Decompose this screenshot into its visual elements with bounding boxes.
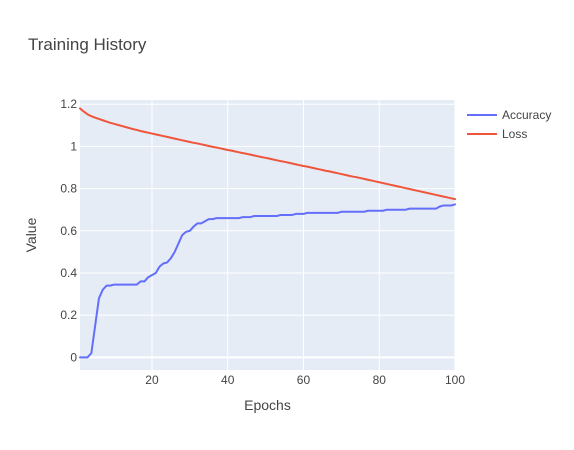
series-lines (79, 107, 456, 359)
y-tick-label: 0.2 (60, 308, 77, 322)
y-tick-label: 0 (70, 350, 77, 364)
legend-loss-label[interactable]: Loss (502, 127, 527, 141)
y-tick-label: 0.6 (60, 224, 77, 238)
x-tick-label: 100 (445, 373, 465, 387)
gridlines (80, 100, 456, 370)
series-line-accuracy (79, 203, 456, 359)
plot-area (80, 100, 455, 370)
y-tick-labels: 0 0.2 0.4 0.6 0.8 1 1.2 (60, 97, 77, 364)
legend-accuracy-label[interactable]: Accuracy (502, 108, 551, 122)
y-tick-label: 0.4 (60, 266, 77, 280)
x-tick-label: 20 (145, 373, 159, 387)
y-tick-label: 1.2 (60, 97, 77, 111)
y-axis-title: Value (23, 217, 39, 252)
legend: Accuracy Loss (467, 108, 551, 141)
y-tick-label: 1 (70, 139, 77, 153)
x-axis-title: Epochs (244, 397, 291, 413)
y-tick-label: 0.8 (60, 182, 77, 196)
x-tick-label: 80 (373, 373, 387, 387)
x-tick-label: 60 (297, 373, 311, 387)
x-tick-label: 40 (221, 373, 235, 387)
chart-title: Training History (28, 35, 147, 54)
x-tick-labels: 20 40 60 80 100 (145, 373, 465, 387)
series-line-loss (79, 107, 456, 201)
